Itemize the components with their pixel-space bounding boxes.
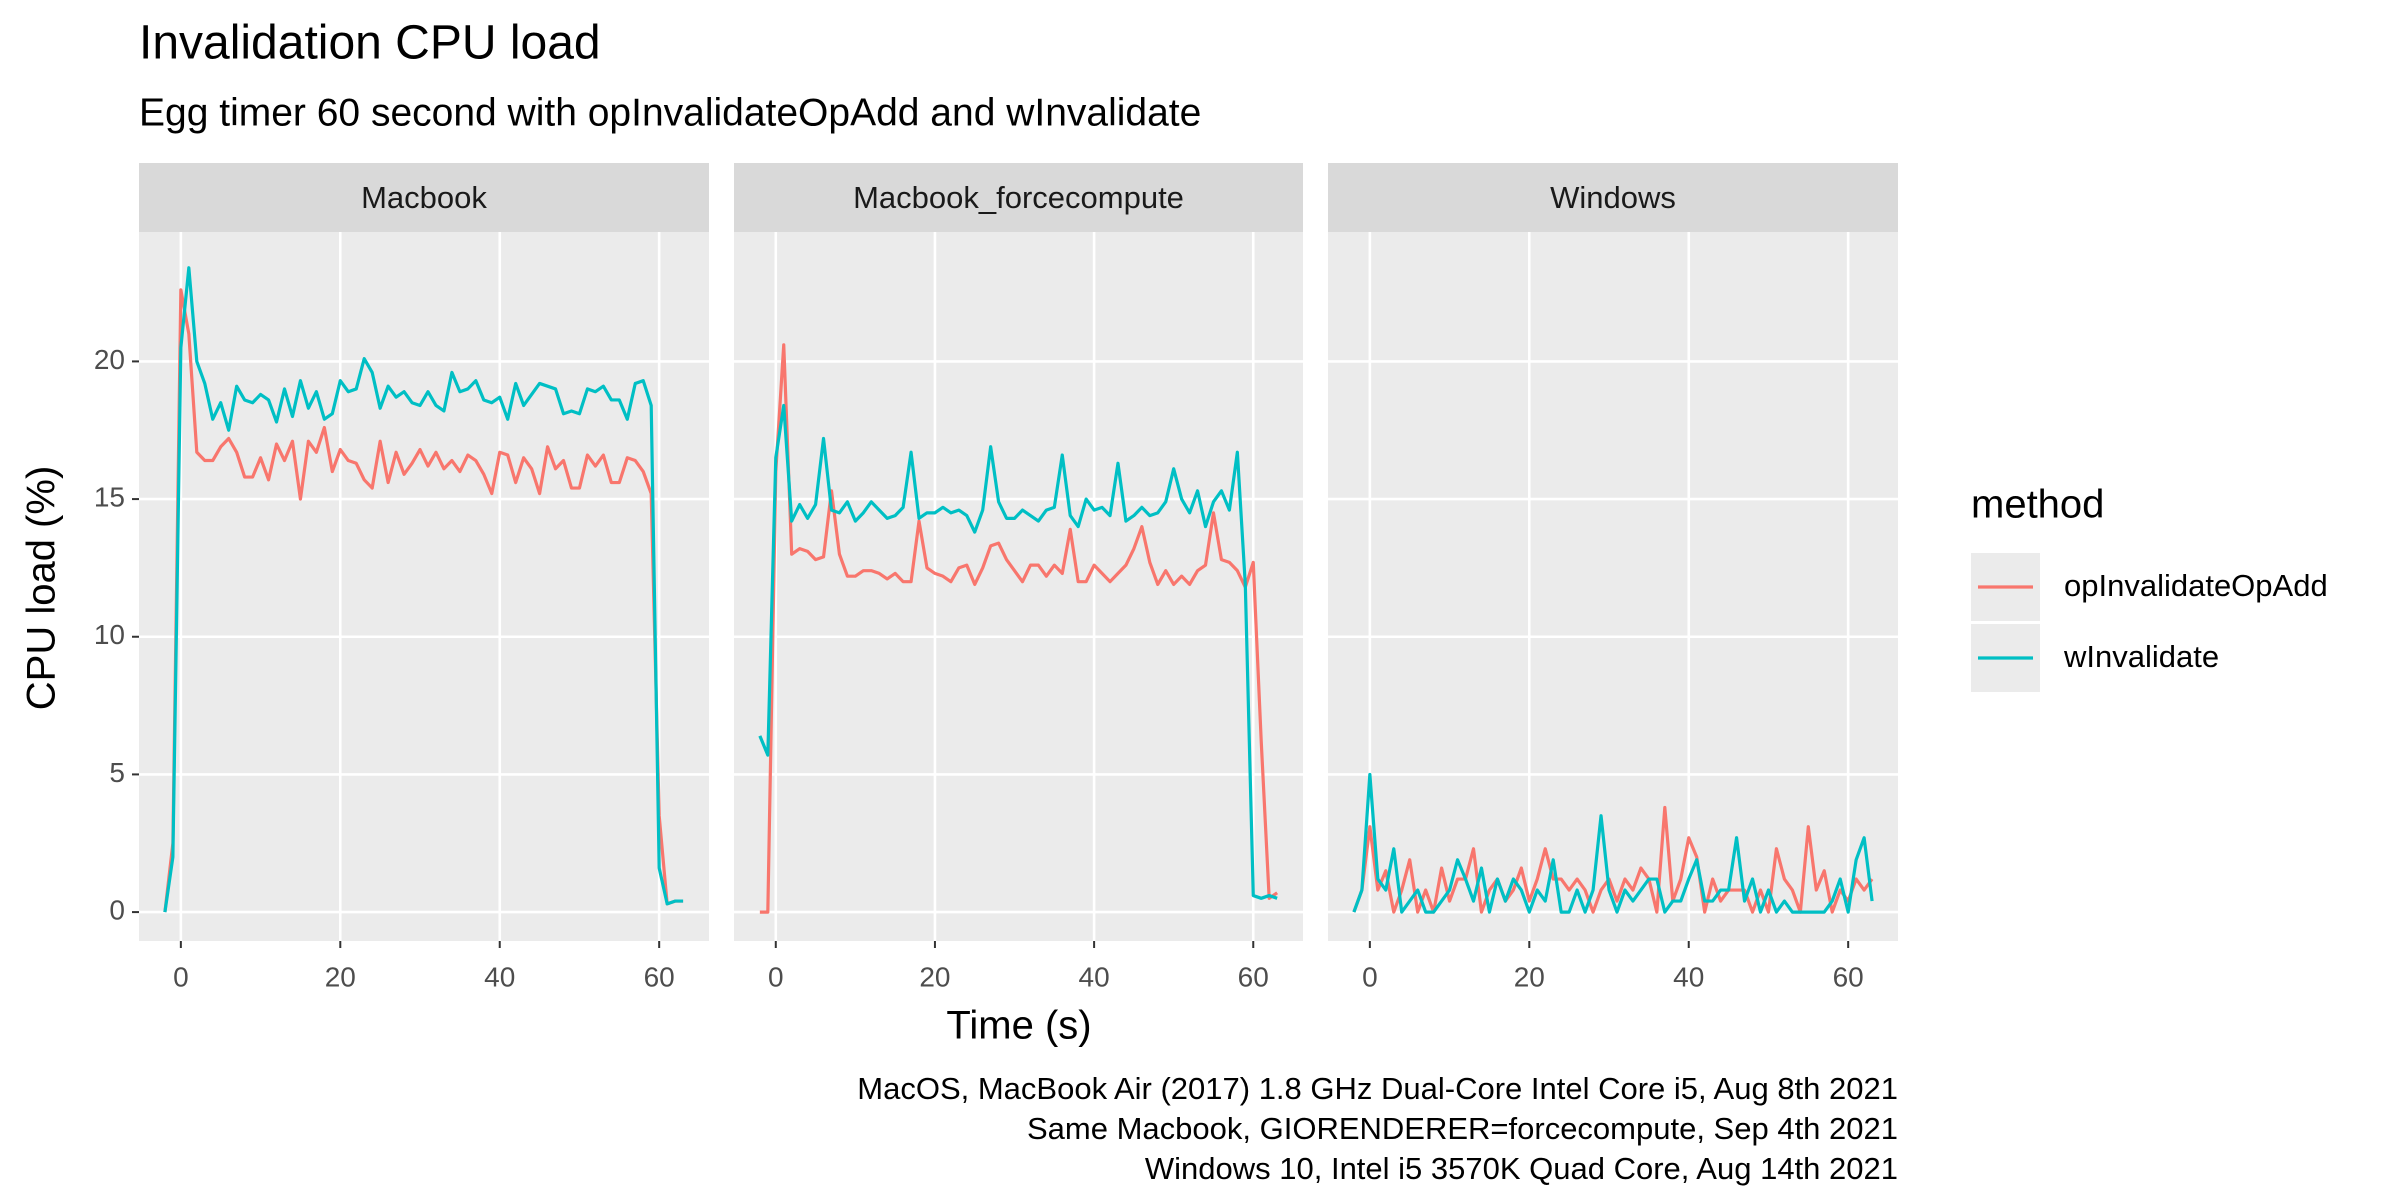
legend-title: method [1971,483,2104,527]
y-tick-label: 10 [94,619,125,650]
legend-label: opInvalidateOpAdd [2064,568,2328,603]
strip [1328,163,1898,232]
data-line [163,266,684,913]
caption: Same Macbook, GIORENDERER=forcecompute, … [1027,1111,1898,1146]
y-tick-label: 20 [94,344,125,375]
strip [139,163,709,232]
data-line [758,403,1278,900]
caption: MacOS, MacBook Air (2017) 1.8 GHz Dual-C… [857,1071,1898,1106]
legend-label: wInvalidate [2063,639,2219,674]
x-tick-label: 0 [768,961,784,992]
y-tick-label: 5 [109,757,125,788]
panel-background [139,232,709,941]
data-line [163,288,684,913]
strip-label: Macbook_forcecompute [853,180,1184,215]
y-axis-title: CPU load (%) [20,466,64,711]
x-tick-label: 60 [1833,961,1864,992]
x-tick-label: 60 [644,961,675,992]
data-line [1352,772,1874,914]
caption: Windows 10, Intel i5 3570K Quad Core, Au… [1145,1151,1898,1186]
x-tick-label: 40 [1673,961,1704,992]
x-axis-title: Time (s) [946,1004,1091,1048]
panel-background [1328,232,1898,941]
x-tick-label: 20 [1514,961,1545,992]
strip-label: Macbook [361,180,487,215]
data-line [1352,805,1874,914]
y-tick-label: 0 [109,894,125,925]
x-tick-label: 0 [1362,961,1378,992]
strip-label: Windows [1550,180,1676,215]
x-tick-label: 40 [1079,961,1110,992]
chart-subtitle: Egg timer 60 second with opInvalidateOpA… [139,91,1201,134]
y-tick-label: 15 [94,481,125,512]
x-tick-label: 20 [919,961,950,992]
x-tick-label: 60 [1238,961,1269,992]
x-tick-label: 20 [325,961,356,992]
panel-background [734,232,1303,941]
chart-title: Invalidation CPU load [139,17,601,70]
x-tick-label: 40 [484,961,515,992]
strip [734,163,1303,232]
x-tick-label: 0 [173,961,189,992]
data-line [759,343,1279,914]
